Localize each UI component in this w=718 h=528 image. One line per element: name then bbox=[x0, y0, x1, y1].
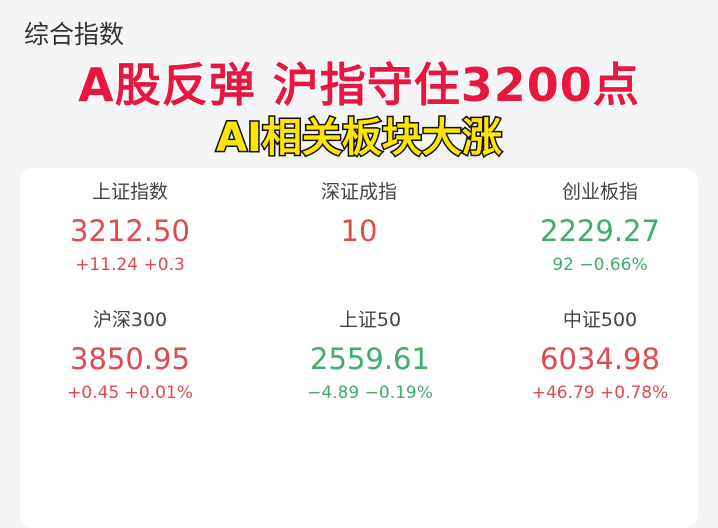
index-name: 深证成指 bbox=[320, 181, 397, 203]
index-tile-sh[interactable]: 上证指数 3212.50 +11.24 +0.3 bbox=[20, 180, 240, 276]
index-name: 中证500 bbox=[562, 309, 638, 331]
index-tile-sz50[interactable]: 上证50 2559.61 −4.89 −0.19% bbox=[260, 308, 480, 404]
index-change: 92 −0.66% bbox=[552, 255, 648, 275]
index-change: +46.79 +0.78% bbox=[531, 383, 669, 403]
index-change: +11.24 +0.3 bbox=[75, 255, 185, 275]
index-name: 上证指数 bbox=[91, 181, 168, 203]
subheadline-caption: AI相关板块大涨 bbox=[215, 114, 504, 163]
headline-caption: A股反弹 沪指守住3200点 bbox=[77, 57, 640, 113]
index-tile-hs300[interactable]: 沪深300 3850.95 +0.45 +0.01% bbox=[20, 308, 240, 404]
index-tile-cyb[interactable]: 创业板指 2229.27 92 −0.66% bbox=[490, 180, 710, 276]
index-name: 上证50 bbox=[338, 309, 402, 331]
index-card: 上证指数 3212.50 +11.24 +0.3 深证成指 10 创业板指 22… bbox=[20, 168, 698, 528]
index-value: 2559.61 bbox=[310, 342, 430, 376]
index-value: 2229.27 bbox=[540, 214, 660, 248]
index-tile-zz500[interactable]: 中证500 6034.98 +46.79 +0.78% bbox=[490, 308, 710, 404]
index-value: 6034.98 bbox=[540, 342, 660, 376]
index-name: 沪深300 bbox=[92, 309, 168, 331]
index-value: 3212.50 bbox=[70, 214, 190, 248]
index-value: 10 bbox=[340, 214, 378, 248]
index-tile-sz[interactable]: 深证成指 10 bbox=[249, 180, 469, 254]
index-change: +0.45 +0.01% bbox=[67, 383, 193, 403]
index-change: −4.89 −0.19% bbox=[307, 383, 433, 403]
section-title: 综合指数 bbox=[24, 20, 125, 49]
index-value: 3850.95 bbox=[70, 342, 190, 376]
index-name: 创业板指 bbox=[561, 181, 638, 203]
